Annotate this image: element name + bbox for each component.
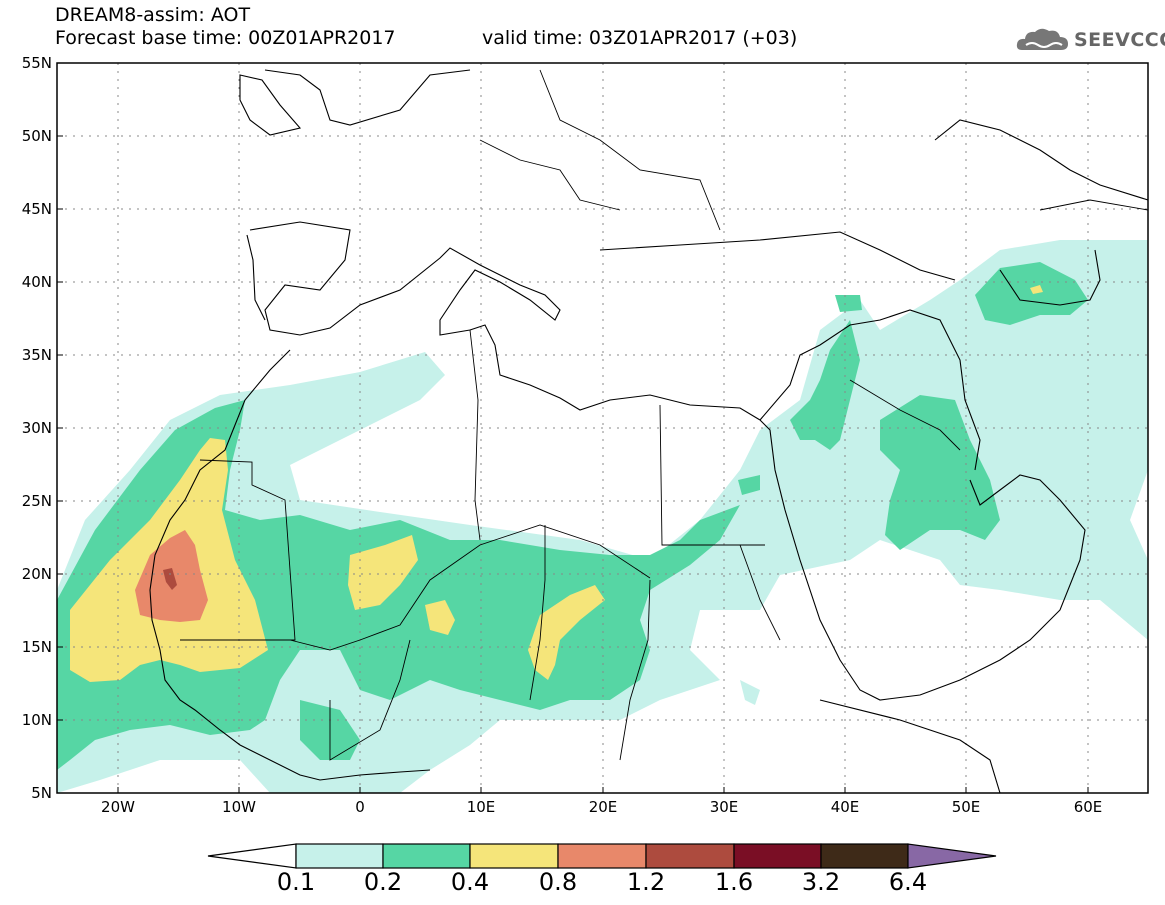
colorbar-segment	[820, 843, 909, 869]
cloud-icon	[1016, 28, 1068, 50]
lon-label: 20E	[589, 798, 618, 816]
lat-label: 30N	[22, 419, 52, 437]
colorbar-label: 0.8	[538, 868, 578, 896]
forecast-base-time: Forecast base time: 00Z01APR2017	[55, 27, 396, 49]
lon-label: 10W	[222, 798, 256, 816]
lat-label: 40N	[22, 273, 52, 291]
colorbar-segment	[733, 843, 822, 869]
lat-label: 55N	[22, 54, 52, 72]
valid-time: valid time: 03Z01APR2017 (+03)	[482, 27, 798, 49]
grid-lines	[57, 63, 1148, 793]
colorbar	[207, 843, 997, 869]
lat-label: 25N	[22, 492, 52, 510]
aot-field	[57, 240, 1148, 793]
colorbar-label: 1.6	[714, 868, 754, 896]
colorbar-segment	[382, 843, 471, 869]
lat-label: 50N	[22, 127, 52, 145]
colorbar-segment	[557, 843, 647, 869]
lat-label: 20N	[22, 565, 52, 583]
lat-label: 45N	[22, 200, 52, 218]
lat-label: 15N	[22, 638, 52, 656]
aot-band-1.2-1.6	[163, 568, 177, 590]
colorbar-label: 1.2	[626, 868, 666, 896]
colorbar-label: 0.1	[276, 868, 316, 896]
lon-label: 40E	[831, 798, 860, 816]
map-title: DREAM8-assim: AOT	[55, 4, 251, 26]
colorbar-label: 0.2	[363, 868, 403, 896]
lon-label: 20W	[101, 798, 135, 816]
longitude-labels: 20W 10W 0 10E 20E 30E 40E 50E 60E	[101, 798, 1102, 816]
lon-label: 10E	[467, 798, 496, 816]
axis-ticks	[57, 135, 1089, 793]
lon-label: 0	[355, 798, 365, 816]
lon-label: 60E	[1074, 798, 1103, 816]
logo-text: SEEVCCC	[1074, 29, 1165, 51]
colorbar-low-arrow	[207, 843, 297, 869]
lat-label: 5N	[31, 784, 52, 802]
lat-label: 35N	[22, 346, 52, 364]
colorbar-label: 6.4	[888, 868, 928, 896]
seevccc-logo: SEEVCCC	[1016, 26, 1165, 56]
colorbar-segment	[645, 843, 735, 869]
colorbar-label: 0.4	[450, 868, 490, 896]
lon-label: 30E	[710, 798, 739, 816]
coastlines	[149, 69, 1148, 793]
country-borders	[180, 69, 1148, 761]
colorbar-label: 3.2	[801, 868, 841, 896]
latitude-labels: 55N 50N 45N 40N 35N 30N 25N 20N 15N 10N …	[22, 54, 52, 802]
colorbar-labels: 0.1 0.2 0.4 0.8 1.2 1.6 3.2 6.4	[0, 868, 1165, 898]
colorbar-segment	[469, 843, 559, 869]
lon-label: 50E	[952, 798, 981, 816]
lat-label: 10N	[22, 711, 52, 729]
colorbar-segment	[295, 843, 384, 869]
colorbar-high-arrow	[907, 843, 997, 869]
